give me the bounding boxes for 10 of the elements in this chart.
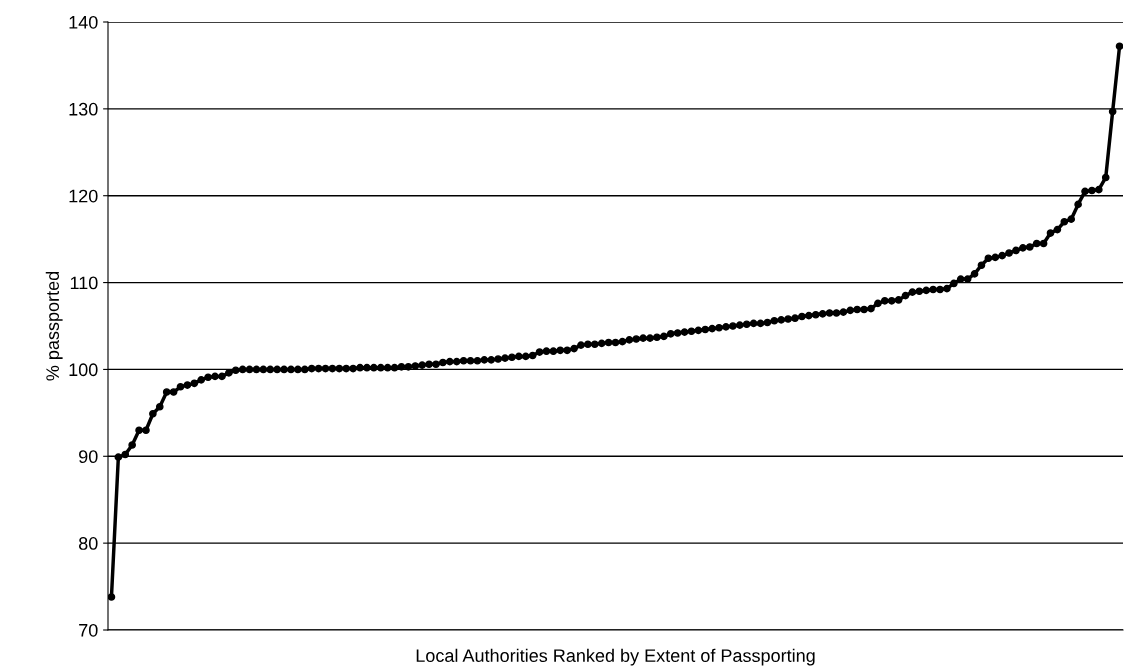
y-tick-label: 140 xyxy=(69,15,98,29)
y-tick-label: 110 xyxy=(70,276,98,290)
y-tick-label: 90 xyxy=(79,450,98,464)
y-axis-title: % passported xyxy=(45,271,63,381)
y-tick-label: 100 xyxy=(69,363,98,377)
y-tick-label: 120 xyxy=(69,189,98,203)
y-tick-label: 70 xyxy=(79,623,98,637)
x-axis-title: Local Authorities Ranked by Extent of Passporting xyxy=(416,648,815,666)
y-tick-label: 130 xyxy=(69,102,98,116)
y-tick-label: 80 xyxy=(78,537,98,550)
